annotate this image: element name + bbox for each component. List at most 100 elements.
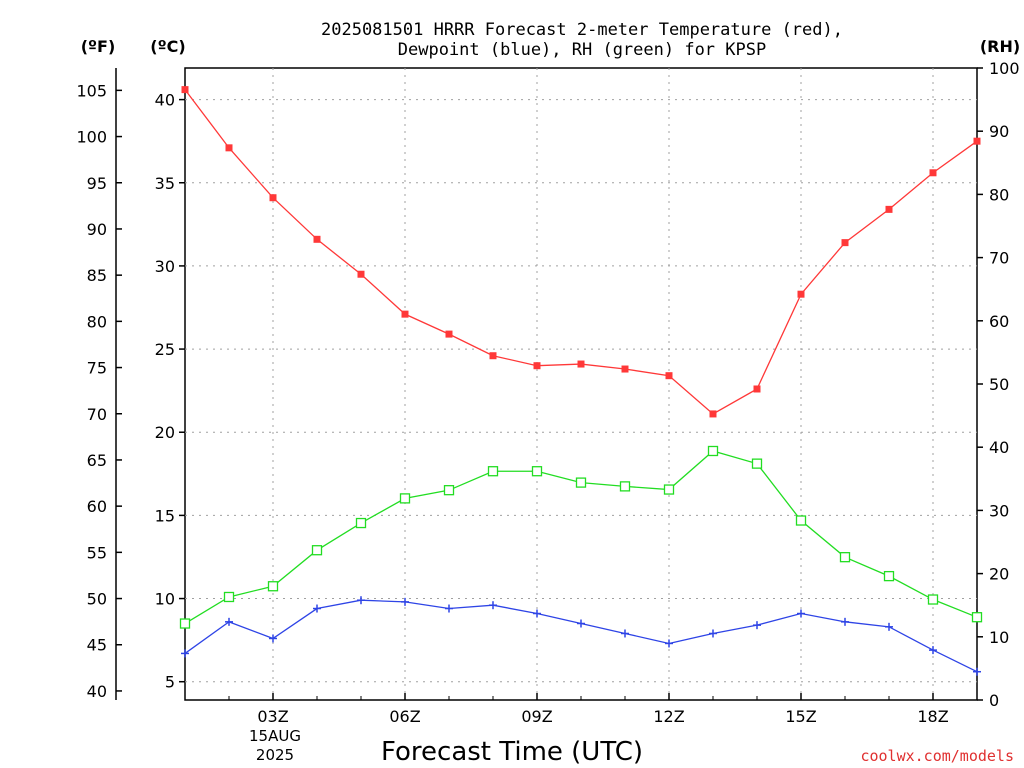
watermark: coolwx.com/models: [860, 747, 1014, 765]
fahrenheit-tick-label: 100: [76, 128, 107, 147]
rh-point: [927, 594, 939, 605]
fahrenheit-tick-label: 90: [87, 220, 107, 239]
plot-area: [184, 67, 978, 701]
dewpoint-point: [357, 596, 365, 605]
chart-title-line2: Dewpoint (blue), RH (green) for KPSP: [398, 40, 766, 60]
fahrenheit-axis: 40 45 50 55 60 65 70 75 80 85 90 95 100 105: [76, 81, 122, 701]
dewpoint-point: [401, 597, 409, 606]
fahrenheit-tick-label: 40: [87, 682, 107, 701]
dewpoint-point: [489, 601, 497, 610]
temperature-point: [973, 137, 981, 145]
rh-point: [839, 552, 851, 563]
celsius-tick-label: 15: [155, 506, 175, 525]
celsius-tick-label: 40: [155, 91, 175, 110]
temperature-point: [621, 365, 629, 373]
fahrenheit-tick-label: 75: [87, 359, 107, 378]
fahrenheit-tick-label: 60: [87, 497, 107, 516]
grid-lines: [185, 68, 977, 700]
rh-tick-label: 20: [989, 565, 1009, 584]
temperature-point: [489, 352, 497, 360]
series-layer: [179, 86, 983, 676]
rh-tick-label: 90: [989, 122, 1009, 141]
time-axis: 03Z 06Z 09Z 12Z 15Z 18Z: [184, 693, 978, 726]
celsius-tick-label: 25: [155, 340, 175, 359]
fahrenheit-tick-label: 55: [87, 543, 107, 562]
rh-tick-label: 80: [989, 185, 1009, 204]
rh-point: [311, 545, 323, 556]
temperature-point: [797, 290, 805, 298]
rh-point: [355, 517, 367, 529]
temperature-point: [841, 239, 849, 247]
dewpoint-point: [841, 617, 849, 626]
rh-point: [179, 618, 191, 629]
temperature-point: [357, 270, 365, 278]
x-date-day: 15AUG: [249, 727, 301, 745]
dewpoint-point: [797, 609, 805, 618]
rh-point: [751, 458, 763, 469]
dewpoint-point: [753, 621, 761, 630]
rh-tick-label: 70: [989, 249, 1009, 268]
temperature-point: [445, 330, 453, 338]
rh-tick-label: 40: [989, 438, 1009, 457]
fahrenheit-tick-label: 45: [87, 636, 107, 655]
rh-point: [971, 612, 983, 623]
dewpoint-point: [621, 629, 629, 638]
rh-axis: 0 10 20 30 40 50 60 70 80 90 100: [977, 59, 1020, 710]
celsius-tick-label: 20: [155, 423, 175, 442]
rh-tick-label: 30: [989, 501, 1009, 520]
temperature-point: [401, 310, 409, 318]
time-tick-label: 09Z: [521, 707, 552, 726]
fahrenheit-tick-label: 95: [87, 174, 107, 193]
celsius-unit-label: (ºC): [150, 37, 185, 56]
time-tick-label: 12Z: [653, 707, 684, 726]
rh-point: [531, 466, 543, 477]
temperature-point: [269, 194, 277, 202]
chart-title-line1: 2025081501 HRRR Forecast 2-meter Tempera…: [321, 20, 843, 40]
temperature-point: [313, 235, 321, 243]
time-tick-label: 06Z: [389, 707, 420, 726]
dewpoint-point: [533, 609, 541, 618]
dewpoint-point: [225, 617, 233, 626]
rh-tick-label: 10: [989, 628, 1009, 647]
dewpoint-point: [929, 646, 937, 655]
dewpoint-point: [973, 667, 981, 676]
celsius-tick-label: 30: [155, 257, 175, 276]
dewpoint-point: [577, 619, 585, 628]
time-tick-label: 03Z: [257, 707, 288, 726]
rh-point: [443, 485, 455, 496]
temperature-point: [225, 144, 233, 152]
dewpoint-point: [313, 604, 321, 613]
rh-tick-label: 60: [989, 312, 1009, 331]
time-tick-label: 18Z: [917, 707, 948, 726]
rh-tick-label: 100: [989, 59, 1020, 78]
rh-point: [575, 477, 587, 488]
rh-tick-label: 0: [989, 691, 999, 710]
dewpoint-point: [445, 604, 453, 613]
fahrenheit-tick-label: 70: [87, 405, 107, 424]
dewpoint-point: [885, 622, 893, 631]
dewpoint-point: [269, 634, 277, 643]
rh-point: [707, 445, 719, 457]
temperature-point: [665, 372, 673, 380]
temperature-point: [753, 385, 761, 393]
rh-point: [487, 466, 499, 477]
celsius-tick-label: 35: [155, 174, 175, 193]
rh-point: [883, 570, 895, 582]
fahrenheit-tick-label: 80: [87, 312, 107, 331]
temperature-point: [577, 360, 585, 368]
celsius-tick-label: 5: [165, 673, 175, 692]
rh-unit-label: (RH): [980, 37, 1020, 56]
rh-point: [619, 481, 631, 492]
dewpoint-point: [665, 639, 673, 648]
x-axis-label: Forecast Time (UTC): [381, 737, 643, 767]
temperature-point: [181, 86, 189, 94]
rh-point: [399, 493, 411, 504]
rh-point: [223, 591, 235, 603]
temperature-point: [533, 362, 541, 370]
fahrenheit-tick-label: 105: [76, 81, 107, 100]
rh-point: [267, 581, 279, 592]
dewpoint-point: [181, 649, 189, 658]
temperature-point: [929, 169, 937, 177]
dewpoint-line: [184, 599, 978, 673]
